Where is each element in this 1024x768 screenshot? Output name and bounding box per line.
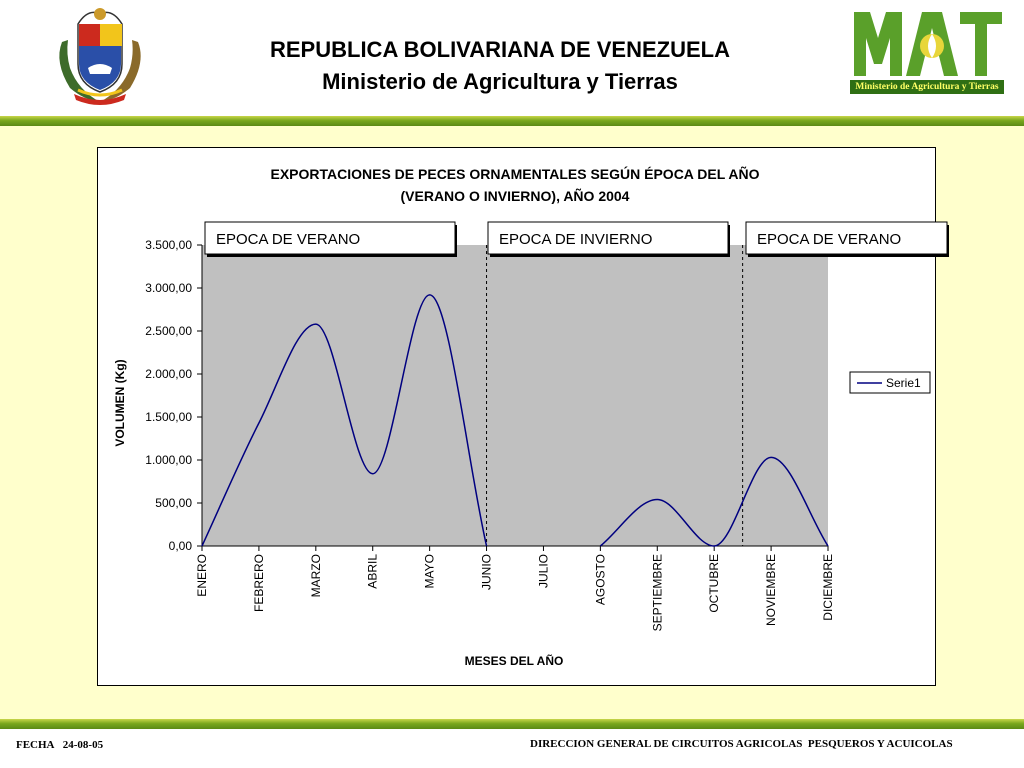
footer-date: FECHA 24-08-05 [16,739,103,751]
mat-logo-caption: Ministerio de Agricultura y Tierras [850,80,1004,94]
chart-frame [97,147,936,686]
top-green-band [0,116,1024,126]
bottom-green-band [0,719,1024,729]
footer-department: DIRECCION GENERAL DE CIRCUITOS AGRICOLAS… [530,738,953,750]
footer-date-label: FECHA [16,739,55,751]
footer-date-value: 24-08-05 [63,739,103,751]
